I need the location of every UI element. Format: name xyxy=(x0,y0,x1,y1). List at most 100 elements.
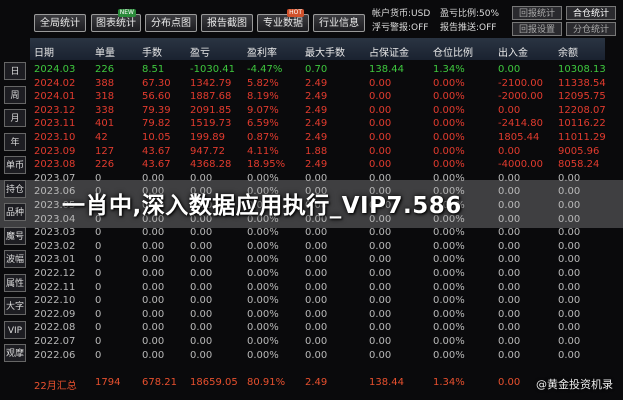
footer-cell: 2.49 xyxy=(305,377,328,388)
table-cell: 2023.09 xyxy=(34,145,76,157)
sidebar-button[interactable]: 日 xyxy=(4,62,26,80)
table-cell: 2022.07 xyxy=(34,336,76,347)
table-cell: 0.00 xyxy=(190,349,213,361)
table-cell: 0.00 xyxy=(558,322,581,334)
table-cell: 0.00 xyxy=(369,77,392,89)
table-cell: 388 xyxy=(95,77,115,89)
table-cell: 0.00% xyxy=(433,295,465,307)
table-cell: 0.00 xyxy=(190,295,213,307)
table-cell: 0.00% xyxy=(433,281,465,293)
table-cell: 0.00 xyxy=(305,281,328,293)
table-cell: 0.00 xyxy=(369,268,392,279)
table-cell: 0.00 xyxy=(498,200,521,211)
table-cell: 0.00 xyxy=(142,240,165,252)
toolbar-button[interactable]: 专业数据 HOT xyxy=(257,9,309,32)
table-cell: 0.00% xyxy=(247,308,279,320)
toolbar-button[interactable]: 分布点图 xyxy=(145,14,197,32)
footer-cell: 22月汇总 xyxy=(34,381,77,392)
column-header: 最大手数 xyxy=(305,48,345,59)
table-cell: 0.00 xyxy=(558,336,581,347)
sidebar-button[interactable]: 属性 xyxy=(4,273,26,292)
sidebar-button[interactable]: 周 xyxy=(4,85,26,104)
column-header: 单量 xyxy=(95,48,115,59)
table-cell: 0.00 xyxy=(142,227,165,239)
hot-badge: HOT xyxy=(287,9,304,17)
table-cell: 0.00 xyxy=(305,308,328,320)
table-cell: 0.00 xyxy=(369,132,392,143)
column-header: 余额 xyxy=(558,48,578,59)
credit: @黄金投资机录 xyxy=(536,378,613,391)
table-cell: 0.70 xyxy=(305,64,328,75)
table-cell: 2023.07 xyxy=(34,172,76,184)
right-button[interactable]: 回报设置 xyxy=(512,22,562,36)
table-cell: 0.00 xyxy=(498,240,521,252)
table-cell: 0.00 xyxy=(190,281,213,293)
table-cell: 0 xyxy=(95,295,102,307)
footer-cell: 1.34% xyxy=(433,377,465,388)
table-cell: -4000.00 xyxy=(498,159,543,171)
account-info: 报告推送:OFF xyxy=(440,23,497,33)
table-cell: 0.00 xyxy=(558,227,581,239)
table-cell: 226 xyxy=(95,159,115,171)
table-cell: 43.67 xyxy=(142,145,171,157)
table-cell: 0.00% xyxy=(247,213,279,225)
toolbar-button[interactable]: 报告截图 xyxy=(201,14,253,32)
table-cell: 2023.05 xyxy=(34,200,76,211)
table-cell: 0.00 xyxy=(305,227,328,239)
table-cell: 0.00 xyxy=(305,336,328,347)
table-cell: 0.00 xyxy=(558,308,581,320)
sidebar-button[interactable]: 月 xyxy=(4,109,26,127)
column-header: 盈利率 xyxy=(247,48,277,59)
table-cell: 0.00 xyxy=(305,322,328,334)
table-cell: 0.00 xyxy=(305,295,328,307)
table-header-band xyxy=(30,38,605,60)
table-cell: 2024.03 xyxy=(34,64,76,75)
right-button[interactable]: 回报统计 xyxy=(512,6,562,20)
sidebar-button[interactable]: 魔号 xyxy=(4,226,26,245)
right-button[interactable]: 合仓统计 xyxy=(566,6,616,20)
table-cell: 0.00% xyxy=(247,322,279,334)
toolbar-button[interactable]: 行业信息 xyxy=(313,14,365,32)
table-cell: 2023.03 xyxy=(34,227,76,239)
table-cell: 0.00 xyxy=(498,281,521,293)
table-cell: 0.00 xyxy=(190,268,213,279)
table-cell: 8058.24 xyxy=(558,159,600,171)
table-cell: 0.00 xyxy=(142,172,165,184)
table-cell: 1.34% xyxy=(433,64,465,75)
sidebar-button[interactable]: 波幅 xyxy=(4,250,26,268)
table-cell: 0.00 xyxy=(558,254,581,266)
sidebar-button[interactable]: 持仓 xyxy=(4,179,26,198)
table-cell: 0.00 xyxy=(369,104,392,116)
column-header: 出入金 xyxy=(498,48,528,59)
table-cell: 11338.54 xyxy=(558,77,606,89)
column-header: 仓位比例 xyxy=(433,48,473,59)
sidebar-button[interactable]: 大字 xyxy=(4,297,26,315)
sidebar-button[interactable]: 品种 xyxy=(4,203,26,221)
table-cell: 12208.07 xyxy=(558,104,606,116)
table-cell: 0.00 xyxy=(369,227,392,239)
table-cell: 0 xyxy=(95,349,102,361)
watermark-band xyxy=(0,180,623,228)
account-info: 浮亏警报:OFF xyxy=(372,23,429,33)
sidebar-button[interactable]: VIP xyxy=(4,320,26,339)
table-cell: 1342.79 xyxy=(190,77,232,89)
right-button[interactable]: 分仓统计 xyxy=(566,22,616,36)
table-cell: 0.00 xyxy=(305,172,328,184)
sidebar-button[interactable]: 观摩 xyxy=(4,344,26,362)
table-cell: 0.00 xyxy=(190,308,213,320)
toolbar-button[interactable]: 图表统计 NEW xyxy=(91,9,141,32)
sidebar-button[interactable]: 年 xyxy=(4,132,26,151)
table-cell: 0.00 xyxy=(305,349,328,361)
table-cell: 0 xyxy=(95,268,102,279)
footer-cell: 1794 xyxy=(95,377,121,388)
table-cell: 0.00 xyxy=(190,322,213,334)
table-cell: 0 xyxy=(95,308,102,320)
table-cell: 0.00% xyxy=(247,336,279,347)
sidebar-button[interactable]: 单币 xyxy=(4,156,26,174)
table-cell: 10116.22 xyxy=(558,118,606,130)
footer-cell: 18659.05 xyxy=(190,377,238,388)
toolbar-button[interactable]: 全局统计 xyxy=(34,14,86,32)
table-cell: 0.00 xyxy=(305,254,328,266)
table-cell: 0.00 xyxy=(498,64,521,75)
table-cell: 0.00 xyxy=(558,295,581,307)
